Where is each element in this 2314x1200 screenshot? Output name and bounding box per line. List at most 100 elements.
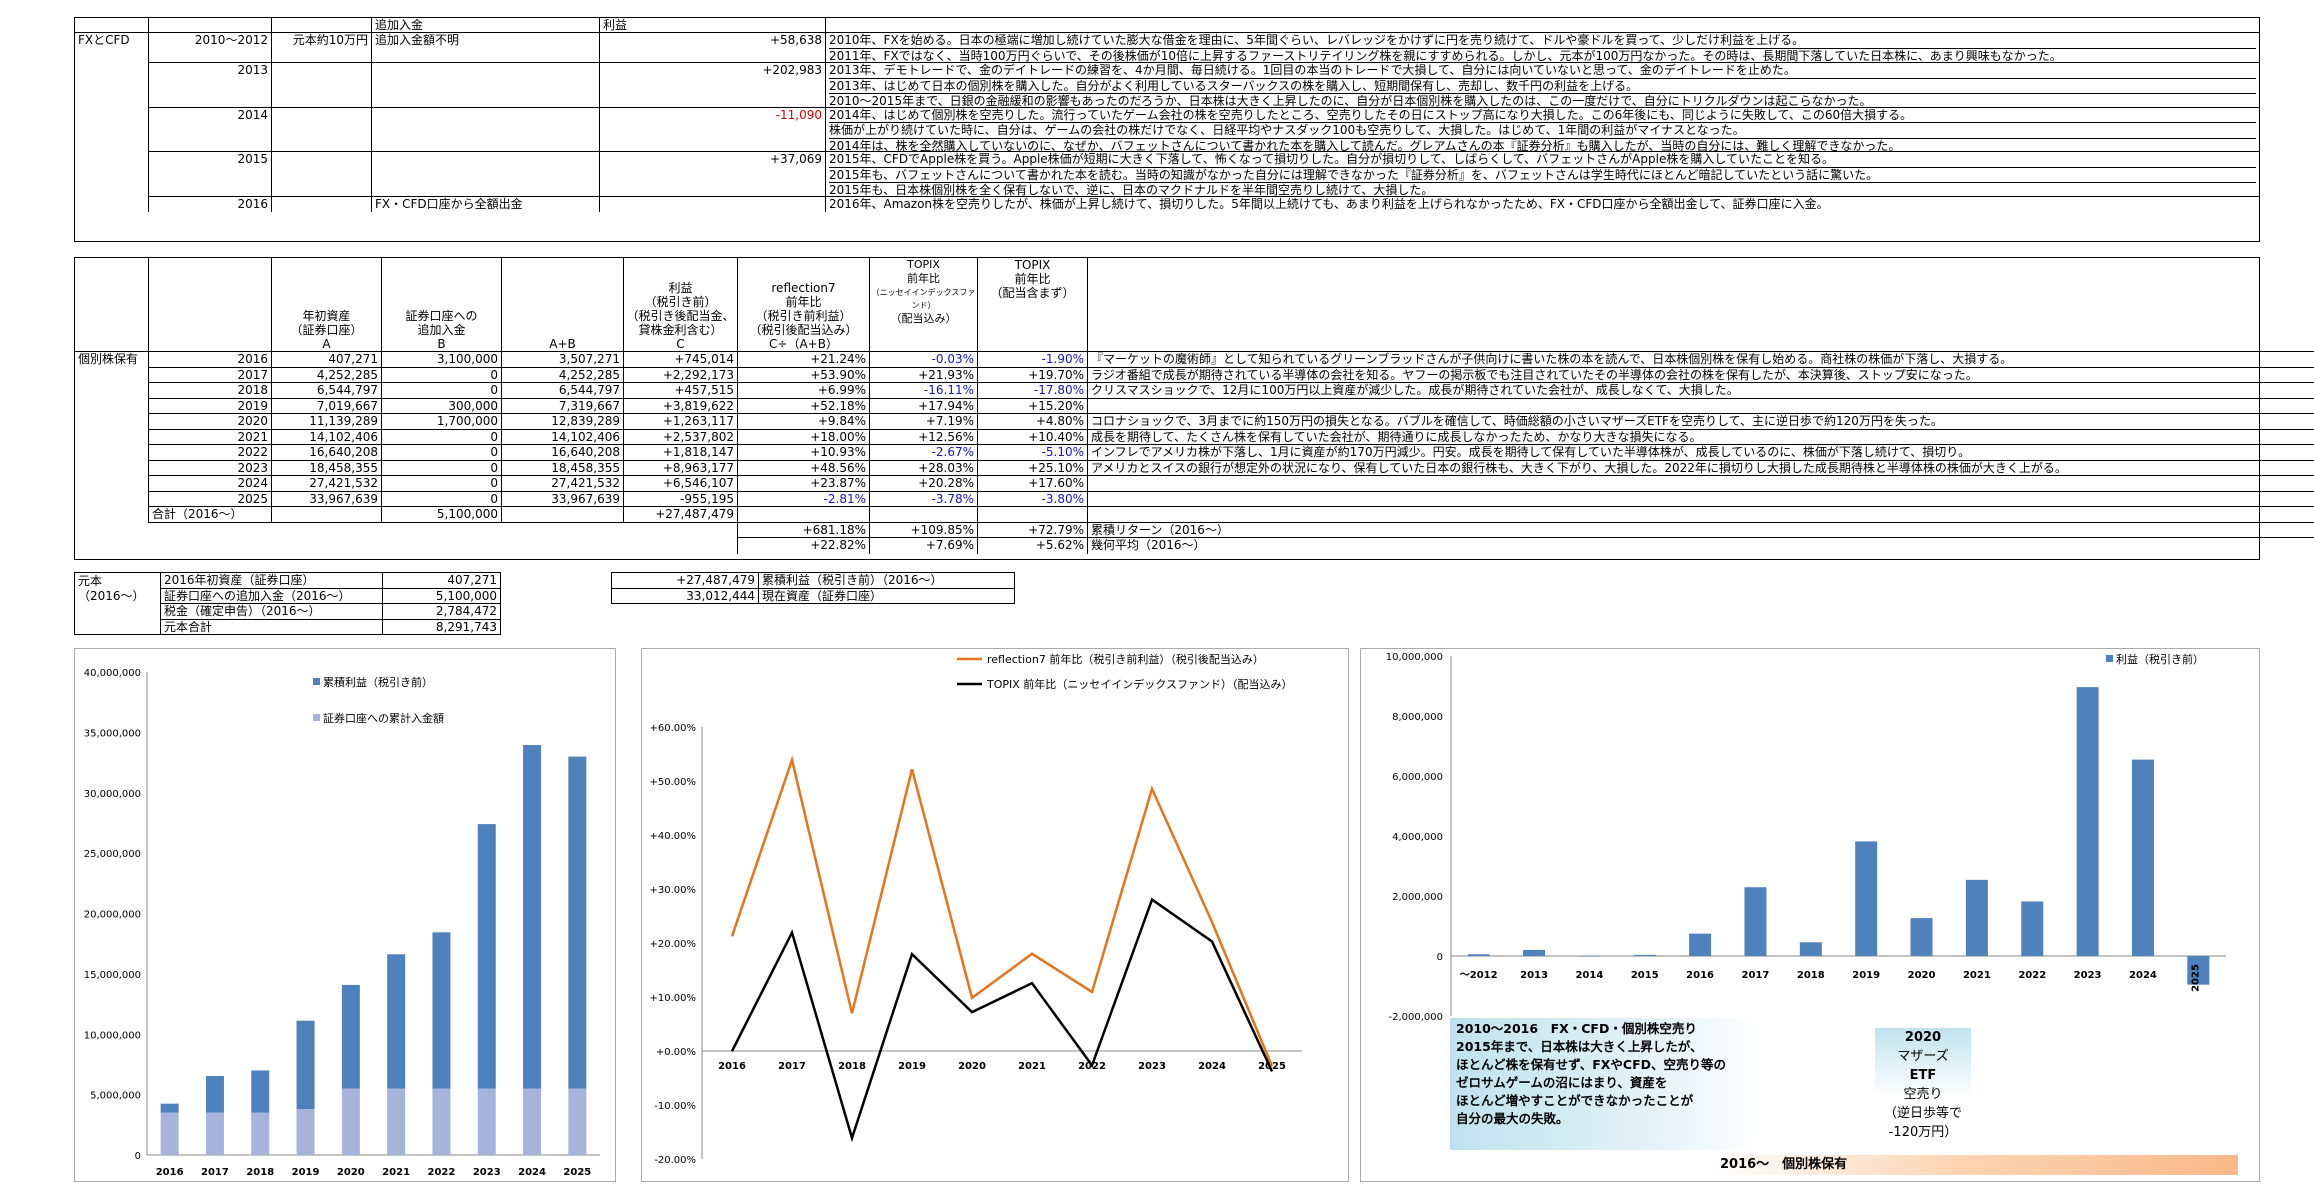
capital-value: 407,271 [383,573,500,589]
stock-row: 2024 27,421,532 0 27,421,532 +6,546,107 +23.8… [75,476,2314,492]
x-tick-label: 2014 [1575,970,1603,981]
stock-b: 3,100,000 [382,352,502,368]
chart-cumulative: 40,000,000 35,000,000 30,000,000 25,000,000… [74,648,616,1182]
fx-row: 2016 FX・CFD口座から全額出金 2016年、Amazon株を空売りしたが、株… [75,196,2259,212]
stock-total-row: 合計（2016～） 5,100,000 +27,487,479 [75,507,2314,523]
fx-add: 追加入金額不明 [372,33,600,63]
stock-e: -16.11% [870,383,978,399]
y-tick-label: -20.00% [654,1155,696,1166]
stock-a: 6,544,797 [272,383,382,399]
x-tick-label: 2018 [838,1061,866,1072]
stock-e: +7.19% [870,414,978,430]
fx-notes: 2014年、はじめて個別株を空売りした。流行っていたゲーム会社の株を空売りしたと… [826,108,2259,152]
capital-key: 元本合計 [161,619,383,634]
stock-note: クリスマスショックで、12月に100万円以上資産が減少した。成長が期待されていた… [1088,383,2314,399]
bar-profit [2187,956,2210,985]
blank [75,538,149,554]
stock-row: 2021 14,102,406 0 14,102,406 +2,537,802 +18.0… [75,429,2314,445]
stock-label [75,367,149,383]
legend-swatch [313,678,320,685]
stock-ab: 3,507,271 [502,352,624,368]
header-line: （配当含まず） [990,286,1075,300]
bar-profit [2131,759,2154,956]
fx-profit: +37,069 [600,152,826,197]
bar-deposit [251,1112,270,1155]
stock-avg-e: +7.69% [870,538,978,554]
blank [978,507,1088,523]
bar-profit [387,954,406,1089]
fx-label: FXとCFD [75,33,149,63]
blank [502,507,624,523]
stock-note: アメリカとスイスの銀行が想定外の状況になり、保有していた日本の銀行株も、大きく下… [1088,461,2314,476]
stock-d: +10.93% [738,445,870,461]
fx-add [372,63,600,108]
y-tick-label: +40.00% [649,831,696,842]
stock-c: +457,515 [624,383,738,399]
y-tick-label: 4,000,000 [1392,832,1443,843]
stock-rows: 個別株保有 2016 407,271 3,100,000 3,507,271 +745,0… [75,352,2314,554]
capital-value: 2,784,472 [383,604,500,620]
stock-d: +48.56% [738,460,870,476]
bar-profit [1523,949,1546,956]
fx-notes: 2015年、CFDでApple株を買う。Apple株価が短期に大きく下落して、怖… [826,152,2259,197]
blank [382,538,502,554]
stock-c: +8,963,177 [624,460,738,476]
fx-rows: FXとCFD 2010～2012 元本約10万円 追加入金額不明 +58,638 2010… [75,33,2259,212]
stock-year: 2023 [149,460,272,476]
blank [502,538,624,554]
fx-capital [272,152,372,197]
x-tick-label: 2019 [898,1061,926,1072]
stock-cum-e: +109.85% [870,522,978,538]
stock-f: -17.80% [978,383,1088,399]
bar-profit [1910,918,1933,956]
legend-label: 証券口座への累計入金額 [323,711,444,725]
blank [75,523,149,539]
stock-avg-row: +22.82% +7.69% +5.62% 幾何平均（2016～） [75,538,2259,554]
x-tick-label: 2017 [1742,970,1770,981]
x-tick-label: 2022 [428,1167,456,1178]
stock-f: +25.10% [978,460,1088,476]
summary-key: 現在資産（証券口座） [762,588,883,603]
fx-label [75,107,149,152]
stock-ab: 18,458,355 [502,460,624,476]
stock-row: 2019 7,019,667 300,000 7,319,667 +3,819,622 +… [75,398,2314,414]
blank [149,523,272,539]
bar-profit [205,1075,224,1113]
stock-a: 407,271 [272,352,382,368]
x-tick-label: 2024 [1198,1061,1226,1072]
bar-deposit [568,1088,587,1155]
stock-ab: 33,967,639 [502,491,624,507]
chart-yoy: +60.00% +50.00% +40.00% +30.00% +20.00% +10.0… [641,648,1349,1182]
stock-cum-f: +72.79% [978,522,1088,538]
header-c: 利益 （税引き前） （税引き後配当金、 貸株金利含む） C [624,258,738,352]
blank [272,523,382,539]
stock-year: 2016 [149,352,272,368]
stock-a: 16,640,208 [272,445,382,461]
bar-profit [2076,687,2099,956]
fx-profit: +58,638 [600,33,826,63]
x-tick-label: 2022 [2018,970,2046,981]
y-tick-label: 15,000,000 [84,970,141,981]
stock-label [75,383,149,399]
blank [272,507,382,523]
fx-label [75,152,149,197]
header-line: （ニッセイインデックスファンド） [871,288,976,310]
fx-cfd-section: 追加入金 利益 FXとCFD 2010～2012 元本約10万円 追加入金額不明 +58… [74,17,2260,242]
x-tick-label: 2019 [1852,970,1880,981]
x-tick-label: 2025 [563,1167,591,1178]
bar-profit [1744,887,1767,956]
fx-year: 2013 [149,63,272,108]
fx-note: 2010年、FXを始める。日本の極端に増加し続けていた膨大な借金を理由に、5年間… [829,33,2256,49]
y-tick-label: +10.00% [649,993,696,1004]
y-tick-label: -10.00% [654,1101,696,1112]
stock-ab: 14,102,406 [502,429,624,445]
capital-label: 元本 （2016～） [75,573,161,634]
stock-c: +1,818,147 [624,445,738,461]
fx-capital [272,107,372,152]
x-tick-label: 2023 [2074,970,2102,981]
annotation-mothers: 2020 マザーズ ETF 空売り （逆日歩等で -120万円） [1875,1028,1971,1142]
stock-c: -955,195 [624,491,738,507]
bar-profit [160,1103,179,1113]
bar-deposit [477,1088,496,1155]
blank [272,538,382,554]
